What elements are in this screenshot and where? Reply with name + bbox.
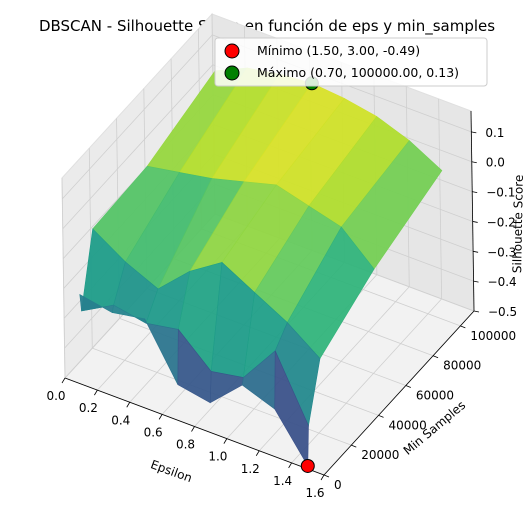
z-tick-label: 0.1 [485, 126, 504, 140]
x-tick [94, 389, 98, 396]
surface [79, 67, 443, 467]
grid-line-x [438, 98, 443, 299]
z-axis-title: Silhouette Score [510, 175, 525, 274]
y-tick-label: 40000 [389, 418, 427, 432]
y-tick-label: 80000 [443, 359, 481, 373]
z-axis-line [470, 110, 475, 312]
z-tick [473, 280, 479, 283]
y-axis-line [323, 310, 475, 476]
x-tick-label: 1.2 [241, 462, 260, 476]
y-tick [351, 444, 357, 448]
chart-title: DBSCAN - Silhouette Score en función de … [39, 17, 495, 36]
legend-min-swatch [224, 43, 240, 59]
grid-line-z [62, 64, 214, 230]
y-tick-label: 20000 [361, 448, 399, 462]
z-tick-label: −0.1 [486, 186, 515, 200]
x-tick-label: 0.6 [144, 425, 163, 439]
y-tick-label: 60000 [416, 389, 454, 403]
y-tick [323, 474, 330, 478]
x-tick-label: 1.4 [273, 474, 292, 488]
z-tick-label: 0.0 [486, 156, 505, 170]
z-tick [472, 191, 478, 193]
legend-frame [214, 37, 488, 87]
grid-line-y [61, 177, 66, 379]
z-tick-label: −0.3 [487, 245, 516, 259]
x-tick-label: 0.0 [46, 389, 65, 403]
x-tick [255, 450, 260, 456]
surface-patch [274, 350, 309, 467]
y-tick [460, 325, 466, 329]
z-tick [473, 310, 480, 313]
legend-max-label: Máximo (0.70, 100000.00, 0.13) [257, 65, 459, 80]
x-tick [126, 402, 131, 408]
x-tick-label: 1.0 [208, 450, 227, 464]
x-axis-title: Epsilon [149, 457, 194, 485]
min-marker [300, 458, 315, 473]
x-tick [320, 474, 325, 481]
x-tick [158, 414, 163, 420]
z-tick-label: −0.4 [488, 275, 517, 289]
z-tick [471, 131, 477, 134]
x-tick-label: 0.4 [111, 413, 130, 427]
legend: Mínimo (1.50, 3.00, -0.49) Máximo (0.70,… [214, 37, 488, 87]
z-tick [473, 250, 479, 253]
legend-max-swatch [224, 65, 240, 81]
axes: 0.0 0.2 0.4 0.6 0.8 1.0 1.2 1.4 1.6 0 20000 40000 60… [46, 110, 517, 500]
y-tick [378, 414, 384, 418]
legend-min-label: Mínimo (1.50, 3.00, -0.49) [257, 43, 420, 58]
y-tick [432, 355, 439, 359]
y-tick-label: 0 [334, 478, 342, 492]
z-tick-label: −0.5 [488, 305, 517, 319]
x-tick [288, 462, 292, 469]
x-tick-label: 0.8 [176, 438, 195, 452]
z-tick [472, 221, 478, 223]
x-tick [223, 438, 228, 444]
grid-line-x [291, 298, 442, 464]
x-tick [61, 377, 66, 384]
z-tick [471, 161, 477, 164]
z-tick-label: −0.2 [487, 215, 516, 229]
x-tick [191, 426, 195, 432]
grid-line-z [62, 34, 213, 200]
x-tick-label: 0.2 [79, 401, 98, 415]
y-tick-label: 100000 [470, 329, 516, 343]
y-tick [405, 385, 411, 388]
x-tick-label: 1.6 [305, 486, 324, 500]
